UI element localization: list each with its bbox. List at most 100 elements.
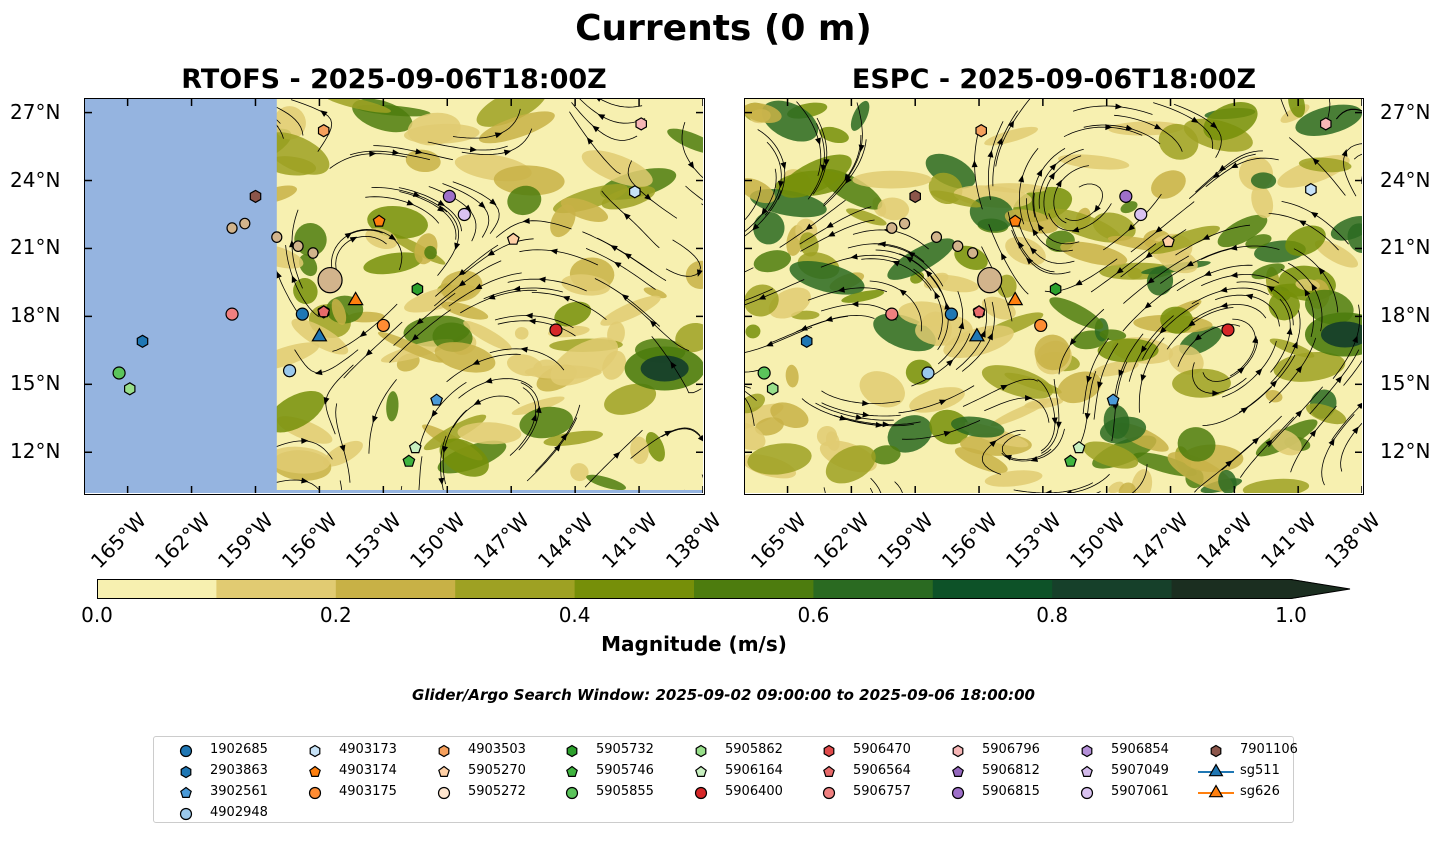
legend-marker-5905855	[565, 786, 579, 800]
island-maui	[307, 247, 319, 259]
island-oahu	[930, 231, 943, 243]
panel-title-espc: ESPC - 2025-09-06T18:00Z	[851, 64, 1257, 95]
colorbar-segment	[216, 579, 337, 599]
legend-symbol	[952, 744, 964, 758]
lon-label: 138°W	[1319, 508, 1385, 574]
legend-marker-3902561	[180, 786, 192, 798]
legend-marker-4902948	[179, 807, 193, 821]
marker-1902685	[944, 307, 958, 321]
colorbar	[97, 579, 1351, 599]
legend-symbol	[180, 765, 192, 779]
marker-sg511	[311, 327, 328, 342]
colorbar-tick-label: 0.4	[558, 603, 591, 627]
legend-label: 4903503	[468, 742, 526, 757]
lon-label: 144°W	[1192, 508, 1258, 574]
legend-label: 1902685	[210, 742, 268, 757]
marker-sg626	[347, 291, 364, 306]
lon-label: 150°W	[405, 508, 471, 574]
legend-label: sg626	[1240, 784, 1280, 799]
legend: 1902685 2903863 3902561 4902948 4903173 49031…	[153, 736, 1298, 823]
panel-title-rtofs: RTOFS - 2025-09-06T18:00Z	[181, 64, 607, 95]
espc-map	[745, 99, 1363, 494]
marker-5907061	[1134, 207, 1148, 222]
legend-label: 2903863	[210, 763, 268, 778]
marker-5905862	[123, 382, 136, 396]
colorbar-segment	[335, 579, 456, 599]
legend-marker-sg626	[1208, 784, 1224, 798]
legend-label: 5906796	[982, 742, 1040, 757]
colorbar-extend-arrow	[1291, 579, 1350, 599]
marker-5906757	[885, 307, 899, 321]
legend-symbol	[180, 786, 192, 798]
legend-symbol	[1198, 763, 1234, 777]
lat-label-right: 24°N	[1380, 167, 1431, 192]
legend-label: 5905855	[596, 784, 654, 799]
colorbar-tick-label: 0.8	[1036, 603, 1069, 627]
marker-5906164	[1072, 440, 1086, 454]
lat-label-right: 18°N	[1380, 303, 1431, 328]
legend-label: 4903174	[339, 763, 397, 778]
colorbar-segment	[97, 579, 217, 599]
lon-label: 147°W	[469, 508, 535, 574]
lat-label-left: 24°N	[10, 167, 61, 192]
lat-label-left: 27°N	[10, 99, 61, 124]
colorbar-segment	[574, 579, 695, 599]
legend-label: 4903173	[339, 742, 397, 757]
lon-label: 159°W	[873, 508, 939, 574]
colorbar-segment	[813, 579, 934, 599]
lat-label-right: 15°N	[1380, 371, 1431, 396]
lon-label: 153°W	[1000, 508, 1066, 574]
island-kauai	[898, 217, 911, 230]
marker-5906400	[549, 323, 563, 337]
legend-marker-5905862	[695, 744, 707, 758]
colorbar-tick-label: 0.6	[797, 603, 830, 627]
marker-4903175	[1034, 318, 1048, 333]
lon-label: 144°W	[533, 508, 599, 574]
legend-symbol	[179, 744, 193, 758]
legend-marker-4903503	[438, 744, 450, 758]
lat-label-left: 15°N	[10, 371, 61, 396]
marker-4903174	[372, 214, 386, 227]
lat-label-left: 21°N	[10, 235, 61, 260]
legend-label: 5906757	[853, 784, 911, 799]
marker-7901106	[909, 189, 921, 204]
rtofs-map	[85, 99, 704, 494]
legend-symbol	[179, 807, 193, 821]
marker-5906564	[972, 305, 986, 318]
legend-symbol	[823, 765, 835, 777]
lon-label: 150°W	[1064, 508, 1130, 574]
legend-marker-2903863	[180, 765, 192, 779]
colorbar-segment	[1171, 579, 1292, 599]
lat-label-right: 21°N	[1380, 235, 1431, 260]
lon-label: 138°W	[660, 508, 726, 574]
legend-symbol	[309, 765, 321, 777]
colorbar-label: Magnitude (m/s)	[601, 632, 787, 656]
legend-label: 5906564	[853, 763, 911, 778]
marker-4903173	[1305, 182, 1317, 197]
marker-4903173	[628, 185, 641, 199]
colorbar-tick-label: 0.2	[319, 603, 352, 627]
marker-2903863	[136, 334, 149, 348]
legend-symbol	[822, 786, 836, 800]
legend-label: 5905732	[596, 742, 654, 757]
legend-label: 5906812	[982, 763, 1040, 778]
lon-label: 165°W	[85, 508, 151, 574]
legend-label: 7901106	[1240, 742, 1298, 757]
marker-5906815	[1119, 189, 1133, 203]
legend-marker-5907061	[1080, 786, 1094, 800]
marker-sg511	[968, 327, 985, 342]
legend-marker-5905270	[438, 765, 450, 777]
lat-label-left: 12°N	[10, 439, 61, 464]
island-oahu	[271, 231, 283, 243]
marker-5905732	[411, 282, 424, 296]
legend-marker-5906757	[822, 786, 836, 800]
espc-map-panel	[744, 98, 1364, 495]
lon-label: 165°W	[745, 508, 811, 574]
legend-label: 5906164	[725, 763, 783, 778]
legend-marker-5906812	[952, 765, 964, 777]
legend-label: 5906815	[982, 784, 1040, 799]
legend-label: 5907049	[1111, 763, 1169, 778]
lat-label-left: 18°N	[10, 303, 61, 328]
marker-5906815	[442, 189, 457, 203]
legend-marker-4903175	[308, 786, 322, 800]
